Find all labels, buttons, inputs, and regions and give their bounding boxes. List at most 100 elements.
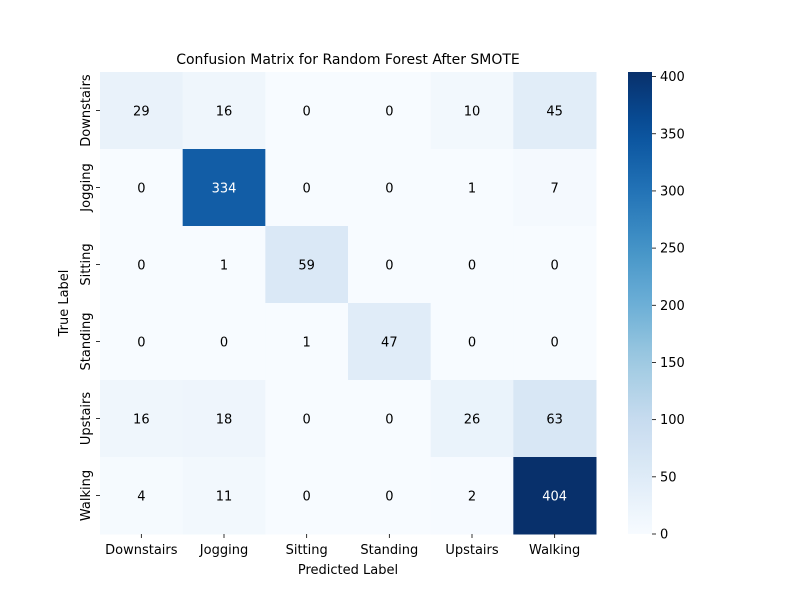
heatmap-cell <box>430 380 514 458</box>
cell-value-label: 16 <box>216 105 233 120</box>
heatmap-cell <box>430 303 514 381</box>
heatmap-cell <box>182 457 266 535</box>
heatmap-cell <box>182 226 266 304</box>
heatmap-cell-labels: 29 16 0 0 10 450 334 0 0 1 70 1 59 0 0 00 0 1 47 0 016 18 0 0 26… <box>133 105 567 505</box>
cell-value-label: 59 <box>298 259 315 274</box>
heatmap-cell <box>100 226 184 304</box>
cell-value-label: 404 <box>542 490 567 505</box>
colorbar-axis: 0 50 100 150 200 250 300 350 400 <box>652 70 685 543</box>
heatmap-cell <box>265 149 349 227</box>
cell-value-label: 11 <box>216 490 233 505</box>
cell-value-label: 0 <box>137 336 145 351</box>
cell-value-label: 0 <box>385 105 393 120</box>
cell-value-label: 0 <box>551 336 559 351</box>
y-tick-label: Walking <box>79 470 94 521</box>
heatmap-cell <box>430 149 514 227</box>
cell-value-label: 7 <box>551 182 559 197</box>
heatmap-cell <box>265 226 349 304</box>
colorbar-tick-label: 0 <box>660 528 668 543</box>
cell-value-label: 0 <box>385 259 393 274</box>
heatmap-cell <box>182 149 266 227</box>
heatmap-cell <box>100 72 184 150</box>
cell-value-label: 18 <box>216 413 233 428</box>
y-tick-label: Upstairs <box>79 392 94 446</box>
heatmap-cell <box>513 380 597 458</box>
heatmap-cell <box>100 380 184 458</box>
heatmap-cell <box>348 457 432 535</box>
heatmap-cell <box>100 303 184 381</box>
heatmap-cell <box>348 303 432 381</box>
cell-value-label: 16 <box>133 413 150 428</box>
colorbar-tick-label: 350 <box>660 127 685 142</box>
y-tick-label: Jogging <box>79 163 94 212</box>
colorbar-tick-label: 100 <box>660 413 685 428</box>
cell-value-label: 0 <box>385 490 393 505</box>
heatmap-cell <box>265 303 349 381</box>
cell-value-label: 0 <box>468 259 476 274</box>
x-tick-label: Walking <box>529 543 580 558</box>
colorbar-tick-label: 250 <box>660 242 685 257</box>
heatmap-cell <box>265 457 349 535</box>
cell-value-label: 47 <box>381 336 398 351</box>
cell-value-label: 2 <box>468 490 476 505</box>
cell-value-label: 1 <box>468 182 476 197</box>
heatmap-cell <box>348 380 432 458</box>
heatmap-cell <box>513 303 597 381</box>
cell-value-label: 0 <box>303 105 311 120</box>
heatmap-cell <box>430 457 514 535</box>
heatmap-cell <box>348 149 432 227</box>
heatmap-cell <box>100 149 184 227</box>
cell-value-label: 0 <box>468 336 476 351</box>
cell-value-label: 0 <box>303 182 311 197</box>
x-tick-label: Standing <box>360 543 418 558</box>
cell-value-label: 0 <box>385 413 393 428</box>
heatmap-cell <box>430 72 514 150</box>
cell-value-label: 0 <box>303 490 311 505</box>
heatmap-cell <box>265 380 349 458</box>
y-axis: Downstairs Jogging Sitting Standing Upstairs… <box>79 74 100 521</box>
x-tick-label: Upstairs <box>445 543 499 558</box>
cell-value-label: 0 <box>385 182 393 197</box>
cell-value-label: 63 <box>546 413 563 428</box>
heatmap-cell <box>182 303 266 381</box>
cell-value-label: 4 <box>137 490 145 505</box>
cell-value-label: 10 <box>464 105 481 120</box>
chart-title: Confusion Matrix for Random Forest After… <box>176 52 520 68</box>
heatmap-cell <box>513 149 597 227</box>
cell-value-label: 334 <box>212 182 237 197</box>
cell-value-label: 26 <box>464 413 481 428</box>
colorbar-tick-label: 300 <box>660 184 685 199</box>
y-tick-label: Standing <box>79 313 94 371</box>
colorbar-tick-label: 200 <box>660 299 685 314</box>
heatmap-cells <box>100 72 597 535</box>
heatmap-cell <box>430 226 514 304</box>
x-tick-label: Downstairs <box>105 543 178 558</box>
cell-value-label: 0 <box>551 259 559 274</box>
colorbar <box>628 72 652 534</box>
x-axis-label: Predicted Label <box>298 563 398 578</box>
x-tick-label: Sitting <box>286 543 328 558</box>
heatmap-cell <box>100 457 184 535</box>
heatmap-cell <box>513 226 597 304</box>
heatmap-cell <box>182 72 266 150</box>
y-tick-label: Downstairs <box>79 74 94 147</box>
cell-value-label: 45 <box>546 105 563 120</box>
y-tick-label: Sitting <box>79 243 94 285</box>
y-axis-label: True Label <box>57 270 72 338</box>
heatmap-cell <box>513 457 597 535</box>
cell-value-label: 0 <box>303 413 311 428</box>
colorbar-tick-label: 400 <box>660 70 685 85</box>
cell-value-label: 0 <box>137 259 145 274</box>
cell-value-label: 29 <box>133 105 150 120</box>
colorbar-tick-label: 50 <box>660 470 677 485</box>
colorbar-tick-label: 150 <box>660 356 685 371</box>
heatmap-cell <box>182 380 266 458</box>
cell-value-label: 0 <box>137 182 145 197</box>
heatmap-cell <box>513 72 597 150</box>
cell-value-label: 0 <box>220 336 228 351</box>
x-tick-label: Jogging <box>199 543 248 558</box>
heatmap-cell <box>348 72 432 150</box>
heatmap-cell <box>265 72 349 150</box>
cell-value-label: 1 <box>303 336 311 351</box>
